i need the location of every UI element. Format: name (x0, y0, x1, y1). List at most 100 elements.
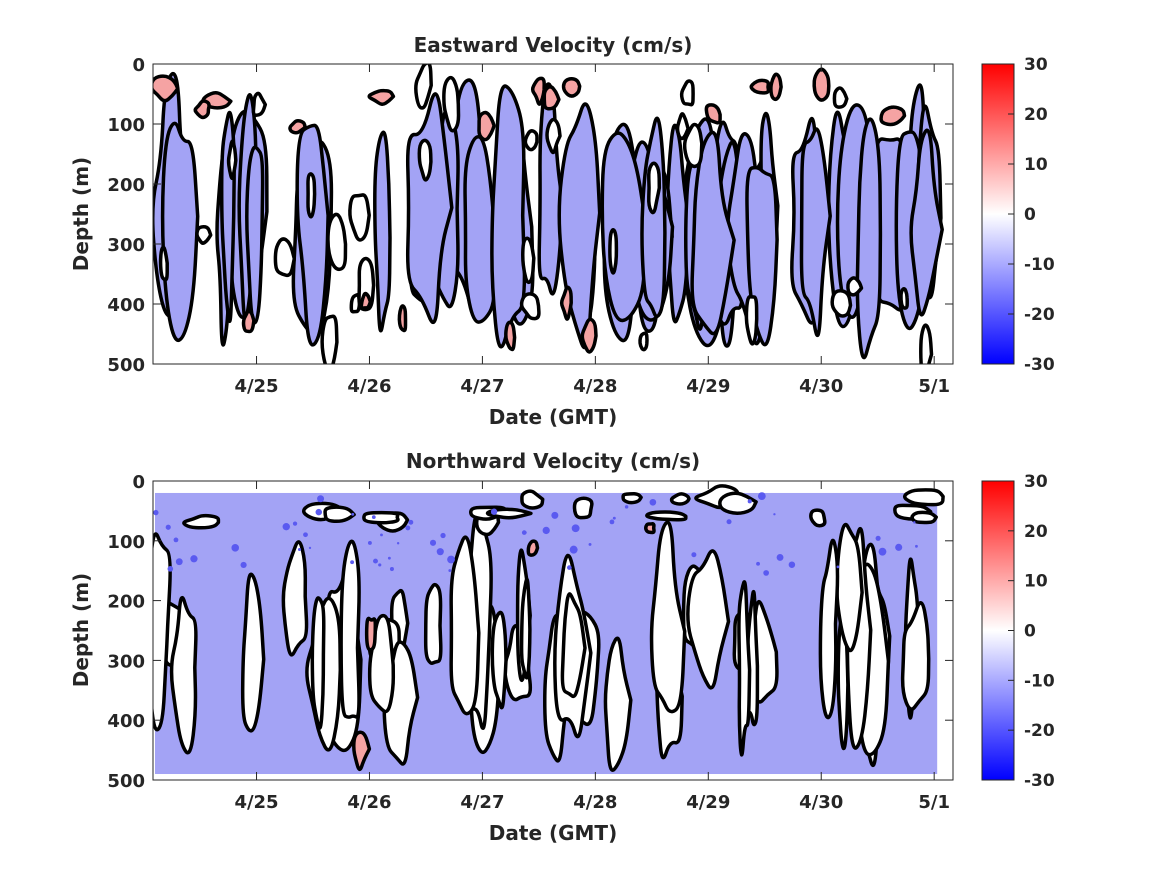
strong-negative-speck (303, 532, 308, 538)
y-tick-label: 100 (107, 115, 145, 136)
contour-region (686, 549, 731, 690)
colorbar-tick-label: 20 (1024, 105, 1048, 125)
strong-negative-speck (436, 548, 444, 556)
contour-region (241, 309, 256, 334)
contour-region (485, 507, 533, 520)
x-tick-label: 4/27 (460, 376, 504, 397)
y-tick-label: 500 (107, 771, 145, 792)
strong-negative-speck (371, 515, 376, 519)
strong-negative-speck (756, 561, 760, 566)
contour-region (690, 130, 736, 336)
contour-region (561, 76, 582, 98)
x-tick-label: 4/25 (234, 792, 278, 813)
colorbar-tick-label: 30 (1024, 55, 1048, 75)
strong-negative-speck (588, 542, 592, 546)
strong-negative-speck (405, 525, 411, 531)
y-axis: 0 100 200 300 400 500 (107, 472, 953, 792)
y-tick-label: 100 (107, 532, 145, 553)
x-tick-label: 4/26 (347, 376, 391, 397)
contour-region (879, 105, 907, 127)
strong-negative-speck (776, 553, 784, 561)
contour-region (645, 510, 688, 522)
contour-region (251, 91, 268, 117)
x-tick-label: 4/30 (799, 792, 843, 813)
contour-region (153, 74, 180, 103)
strong-negative-speck (190, 555, 198, 563)
contour-region (523, 129, 539, 152)
contour-region (306, 172, 317, 219)
strong-negative-speck (788, 561, 796, 568)
x-tick-label: 4/29 (686, 792, 730, 813)
contour-region (749, 78, 771, 95)
strong-negative-speck (915, 544, 918, 548)
contour-region (704, 103, 722, 125)
x-tick-label: 4/27 (460, 792, 504, 813)
strong-negative-speck (763, 570, 770, 576)
strong-negative-speck (895, 543, 903, 551)
contour-region (572, 496, 594, 520)
velocity-field (153, 484, 945, 775)
contour-region (519, 292, 541, 321)
contour-region (910, 510, 938, 525)
strong-negative-speck (351, 512, 355, 516)
strong-negative-speck (315, 508, 323, 516)
x-tick-label: 4/26 (347, 792, 391, 813)
strong-negative-speck (440, 532, 446, 539)
contour-region (608, 228, 619, 275)
strong-negative-speck (521, 530, 527, 535)
contour-region (919, 323, 934, 364)
contour-region (442, 75, 461, 133)
colorbar-tick-label: -10 (1024, 255, 1055, 275)
contour-region (226, 139, 238, 181)
contour-region (320, 314, 339, 364)
contour-region (449, 535, 481, 716)
eastward-panel: Eastward Velocity (cm/s) 010020030040050… (69, 33, 1055, 429)
strong-negative-speck (373, 558, 378, 564)
y-tick-label: 400 (107, 295, 145, 316)
strong-negative-speck (408, 519, 414, 525)
strong-negative-speck (609, 519, 615, 525)
x-axis-label: Date (GMT) (489, 405, 617, 429)
contour-region (240, 572, 266, 733)
y-tick-label: 200 (107, 592, 145, 613)
strong-negative-speck (649, 498, 657, 506)
contour-region (169, 595, 198, 755)
contour-region (682, 122, 704, 169)
contour-region (526, 539, 540, 557)
contour-region (669, 492, 691, 506)
contour-region (646, 161, 662, 215)
colorbar-tick-label: -10 (1024, 671, 1055, 691)
strong-negative-speck (836, 565, 840, 569)
contour-region (417, 138, 433, 182)
contour-region (830, 289, 853, 318)
contour-region (818, 538, 840, 720)
contour-region (326, 212, 348, 272)
contour-region (245, 145, 265, 325)
contour-region (835, 522, 864, 653)
colorbar-ticks: 30 20 10 0 -10 -20 -30 (1008, 55, 1055, 375)
contour-region (580, 317, 598, 354)
contour-region (364, 616, 378, 652)
contour-region (310, 596, 326, 730)
contour-region (675, 112, 690, 141)
contour-region (373, 130, 392, 333)
northward-panel: Northward Velocity (cm/s) 01002003004005… (69, 449, 1055, 845)
strong-negative-speck (389, 567, 394, 572)
strong-negative-speck (612, 516, 616, 520)
contour-region (545, 117, 562, 155)
contour-region (644, 522, 656, 535)
y-tick-label: 300 (107, 235, 145, 256)
strong-negative-speck (571, 524, 580, 533)
strong-negative-speck (240, 561, 247, 569)
strong-negative-speck (297, 548, 302, 552)
contour-region (799, 127, 832, 338)
strong-negative-speck (913, 521, 916, 524)
strong-negative-speck (490, 508, 498, 515)
strong-negative-speck (429, 539, 437, 546)
strong-negative-speck (624, 505, 629, 509)
strong-negative-speck (747, 499, 752, 504)
contour-region (273, 237, 297, 278)
contour-region (323, 505, 356, 524)
contour-region (295, 123, 330, 347)
